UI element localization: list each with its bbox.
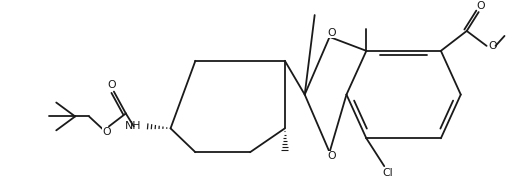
Text: NH: NH [125,121,142,131]
Text: O: O [488,41,497,51]
Text: O: O [327,151,336,161]
Text: O: O [327,28,336,38]
Text: O: O [108,80,116,90]
Text: O: O [476,1,485,11]
Text: Cl: Cl [382,168,393,178]
Text: O: O [102,127,111,137]
